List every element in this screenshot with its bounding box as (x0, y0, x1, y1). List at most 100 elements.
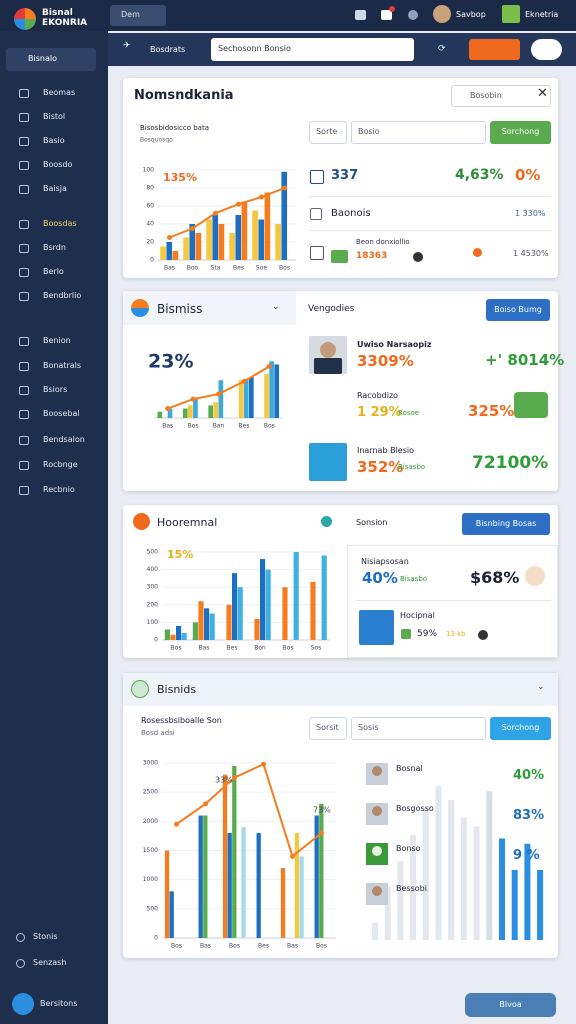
bar (232, 765, 237, 938)
chevron[interactable]: ⌄ (272, 302, 280, 312)
nav-item: Bendsalon (43, 435, 85, 444)
bar (511, 870, 518, 940)
x-tick-label: Bos (171, 645, 182, 652)
row-name: Bosgosso (396, 804, 434, 813)
y-tick-label: 2500 (143, 789, 158, 796)
bar (294, 833, 300, 938)
x-tick-label: Bes (238, 423, 249, 430)
close[interactable]: ✕ (537, 86, 548, 101)
x-tick-label: Sos (311, 645, 322, 652)
nav-icon (19, 185, 29, 194)
y-tick-label: 500 (147, 549, 159, 556)
button[interactable]: Boiso Bumg (486, 299, 550, 321)
chevron[interactable]: ⌄ (537, 682, 545, 692)
nav-item: Beomas (43, 88, 76, 97)
input[interactable]: Sorte (309, 121, 347, 144)
badge (389, 6, 395, 12)
input[interactable]: Sorsit (309, 717, 347, 740)
toolbar-button[interactable]: Bosdrats (150, 45, 186, 54)
line-point (174, 821, 179, 827)
app-icon[interactable] (502, 5, 520, 23)
brand: Bisnal (42, 8, 73, 18)
annotation: 33% (215, 776, 233, 785)
bar (227, 833, 232, 938)
bar (537, 870, 544, 940)
x-tick-label: Sta (211, 265, 221, 272)
panel-title: Nomsndkania (134, 88, 234, 103)
icon[interactable] (408, 10, 418, 20)
tab[interactable] (110, 5, 166, 26)
bar (241, 201, 248, 260)
button[interactable]: Sorchong (490, 121, 551, 144)
bar (164, 850, 170, 938)
nav-icon (19, 268, 29, 277)
x-tick-label: Bos (188, 423, 199, 430)
nav-icon (19, 410, 29, 419)
user-name: Savbop (456, 10, 486, 19)
bar (157, 411, 163, 418)
refresh[interactable]: ⟳ (438, 44, 446, 54)
icon (133, 513, 150, 530)
input[interactable]: Sosis (351, 717, 486, 740)
dot (473, 248, 482, 257)
bar (299, 856, 304, 938)
nav-item: Recbnio (43, 485, 75, 494)
item-tag: 13 kb (446, 630, 466, 638)
bar (192, 622, 198, 640)
y-tick-label: 300 (147, 584, 159, 591)
input[interactable]: Bosio (351, 121, 486, 144)
y-tick-label: 1000 (143, 876, 158, 883)
bar (209, 613, 215, 640)
nav-item: Boosebal (43, 409, 80, 418)
avatar-face (320, 342, 336, 358)
chart-caption: Bosd adsi (141, 729, 175, 737)
y-tick-label: 100 (143, 167, 155, 174)
row-value: 1 29% (357, 405, 402, 420)
bar (212, 215, 219, 260)
bar (176, 625, 182, 640)
divider (309, 230, 551, 231)
bar (422, 808, 429, 940)
icon[interactable] (355, 10, 366, 20)
bar (280, 868, 286, 938)
nav-active[interactable] (6, 48, 96, 71)
item-value: 59% (417, 629, 438, 639)
panel-title: Bismiss (157, 302, 203, 316)
bar (460, 817, 467, 940)
line-point (165, 406, 171, 412)
row-name: Bosnal (396, 764, 423, 773)
row-value: 3309% (357, 352, 414, 370)
bar (241, 827, 246, 938)
topbar (0, 0, 576, 31)
bar (169, 891, 174, 938)
icon[interactable] (381, 10, 392, 20)
nav-item: Berlo (43, 267, 64, 276)
bar (281, 171, 288, 260)
icon[interactable]: ✈ (123, 41, 131, 51)
x-tick-label: Bas (287, 943, 298, 950)
footer-button[interactable]: Blvoa (465, 993, 556, 1017)
search-box[interactable]: Bosobin (451, 85, 551, 107)
avatar-face (372, 886, 382, 896)
search-text: Sechosonn Bonsio (218, 44, 291, 53)
bar (189, 224, 196, 260)
bar (274, 364, 280, 418)
bar (167, 408, 173, 418)
search-box[interactable] (211, 38, 414, 61)
x-tick-label: Ban (213, 423, 225, 430)
nav-button: Bersitons (40, 999, 78, 1008)
bar (372, 922, 378, 940)
nav-item: Senzash (33, 958, 67, 967)
action-button[interactable] (469, 39, 520, 60)
bar (204, 608, 210, 640)
nav-icon (19, 137, 29, 146)
nav-button-icon (12, 993, 34, 1015)
nav-item: Baisja (43, 184, 67, 193)
bar (275, 224, 281, 260)
round-button[interactable] (531, 39, 562, 60)
chart: Bas Bos Ban Bes Bos 23% (148, 351, 282, 430)
button[interactable]: Sorchong (490, 717, 551, 740)
avatar[interactable] (433, 5, 451, 23)
button[interactable]: Bisnbing Bosas (462, 513, 550, 535)
bar (254, 618, 260, 640)
